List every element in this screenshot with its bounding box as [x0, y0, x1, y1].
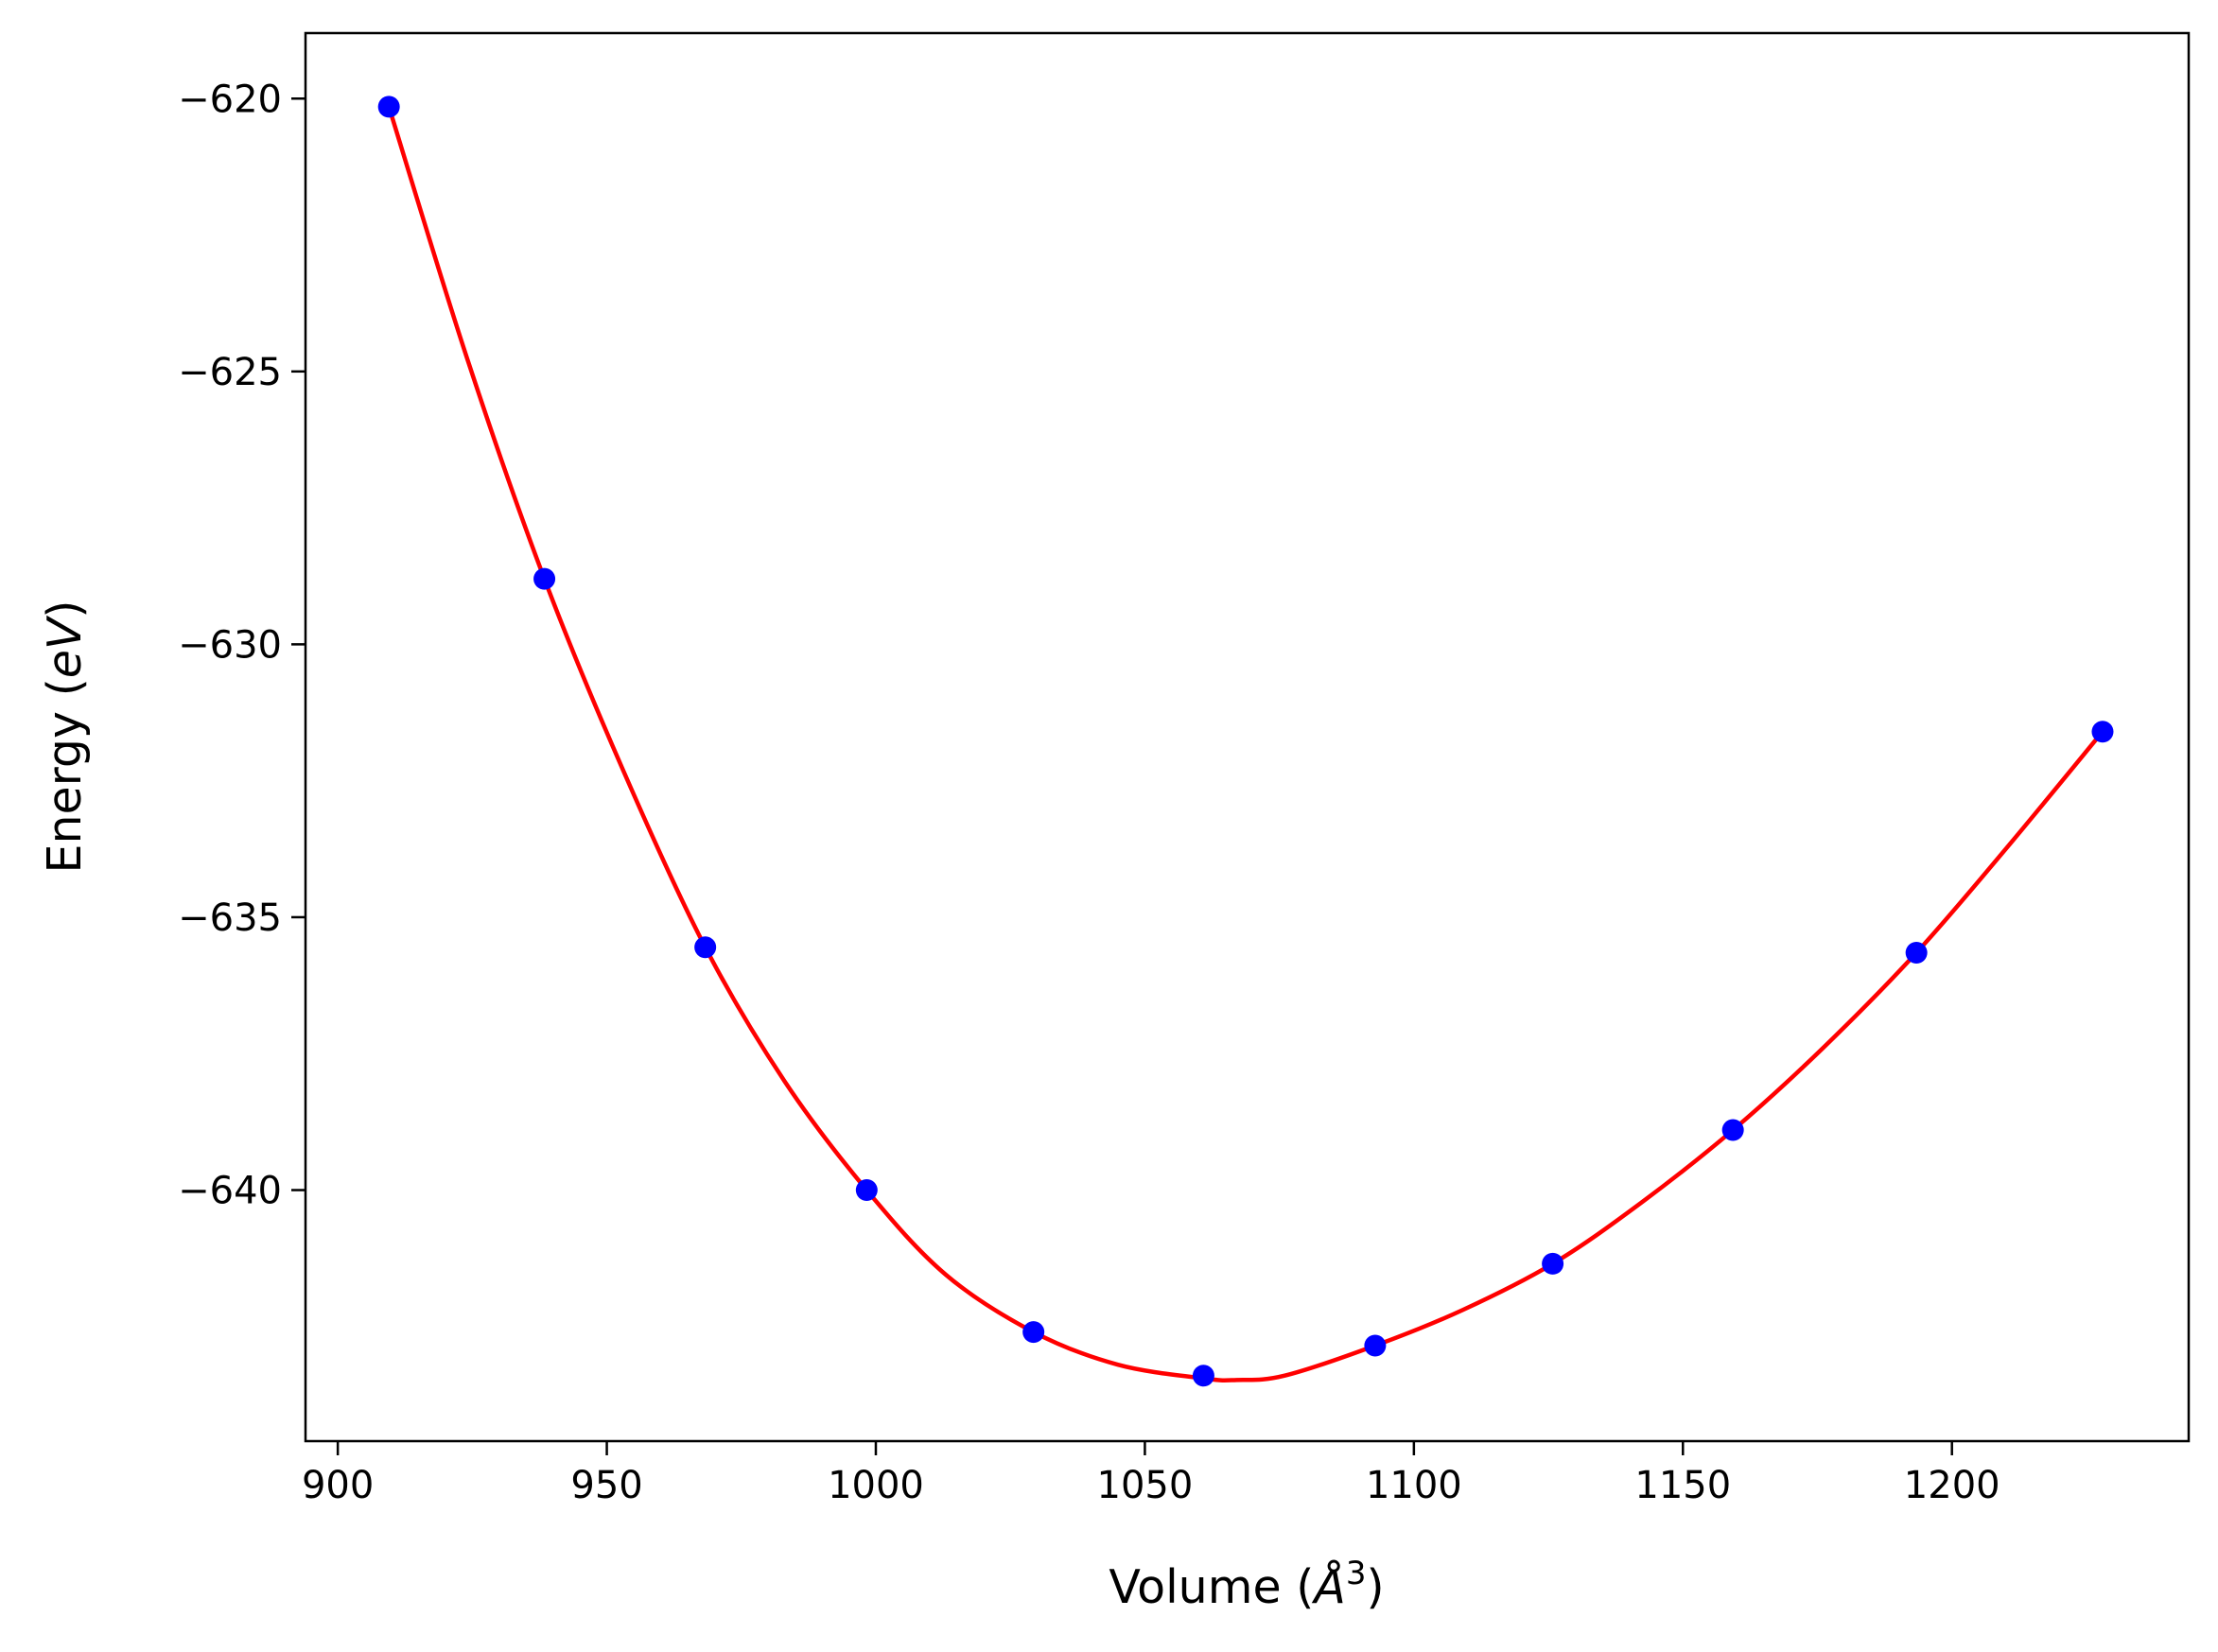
- data-point: [1542, 1252, 1564, 1275]
- y-tick-label: −640: [178, 1170, 282, 1213]
- data-point: [377, 96, 400, 118]
- x-tick-label: 1100: [1366, 1464, 1462, 1507]
- fit-curve-line: [387, 106, 2104, 1382]
- data-point: [1905, 941, 1928, 964]
- data-point: [1192, 1365, 1214, 1387]
- x-tick-label: 950: [570, 1464, 642, 1507]
- x-tick-label: 1050: [1097, 1464, 1194, 1507]
- x-axis-title: Volume (Å3): [1109, 1555, 1384, 1614]
- x-axis-ticks: 900 950 1000 1050 1100 1150 1200: [302, 1441, 2000, 1507]
- fit-curve-layer: [387, 106, 2104, 1382]
- x-tick-label: 900: [302, 1464, 374, 1507]
- plot-area: [306, 33, 2189, 1441]
- data-point: [2091, 721, 2114, 743]
- data-points-layer: [377, 96, 2114, 1387]
- y-axis-ticks: −620 −625 −630 −635 −640: [178, 78, 306, 1213]
- data-point: [1721, 1119, 1744, 1141]
- x-tick-label: 1000: [828, 1464, 924, 1507]
- data-point: [533, 567, 556, 590]
- y-tick-label: −635: [178, 896, 282, 940]
- data-point: [1364, 1334, 1387, 1357]
- x-tick-label: 1200: [1904, 1464, 2000, 1507]
- data-point: [855, 1179, 878, 1202]
- y-tick-label: −630: [178, 623, 282, 667]
- data-point: [694, 936, 717, 959]
- y-tick-label: −625: [178, 351, 282, 394]
- data-point: [1022, 1321, 1045, 1344]
- y-axis-title: Energy (eV): [38, 600, 92, 873]
- y-tick-label: −620: [178, 78, 282, 121]
- plot-frame: [304, 31, 2191, 1443]
- x-tick-label: 1150: [1634, 1464, 1731, 1507]
